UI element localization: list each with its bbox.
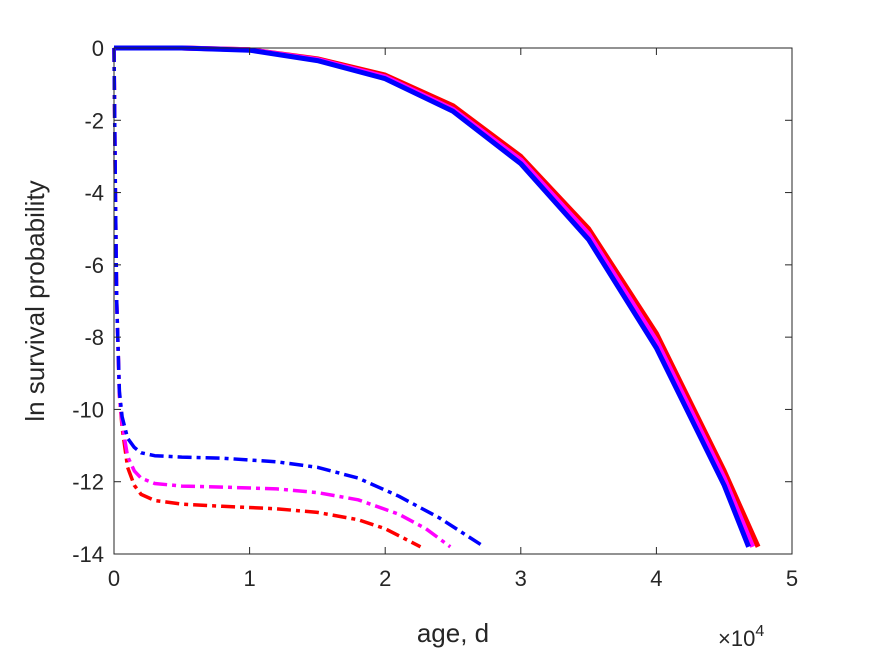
- y-tick-label: -2: [84, 108, 104, 133]
- x-axis-label: age, d: [417, 618, 489, 648]
- y-tick-label: -10: [72, 397, 104, 422]
- x-tick-label: 3: [515, 566, 527, 591]
- y-tick-label: -8: [84, 325, 104, 350]
- x-exponent-base: ×10: [718, 626, 755, 651]
- x-tick-label: 2: [379, 566, 391, 591]
- x-exponent-label: ×104: [718, 623, 764, 651]
- y-tick-label: 0: [92, 36, 104, 61]
- y-tick-label: -6: [84, 253, 104, 278]
- y-tick-label: -14: [72, 542, 104, 567]
- y-tick-label: -4: [84, 181, 104, 206]
- x-tick-label: 0: [108, 566, 120, 591]
- y-axis-label: ln survival probability: [20, 180, 50, 421]
- series-line-6: [112, 47, 486, 549]
- series-line-3: [114, 45, 751, 548]
- x-exponent-power: 4: [755, 623, 764, 640]
- y-tick-label: -12: [72, 470, 104, 495]
- ticks-layer: 0 1 2 3 4 5 0 -2 -4 -6 -8 -10 -12 -14: [72, 36, 798, 591]
- x-tick-label: 4: [650, 566, 662, 591]
- series-layer: [112, 45, 761, 549]
- x-tick-label: 1: [243, 566, 255, 591]
- plot-frame: [113, 47, 793, 555]
- plot-background: [114, 48, 792, 554]
- x-tick-label: 5: [786, 566, 798, 591]
